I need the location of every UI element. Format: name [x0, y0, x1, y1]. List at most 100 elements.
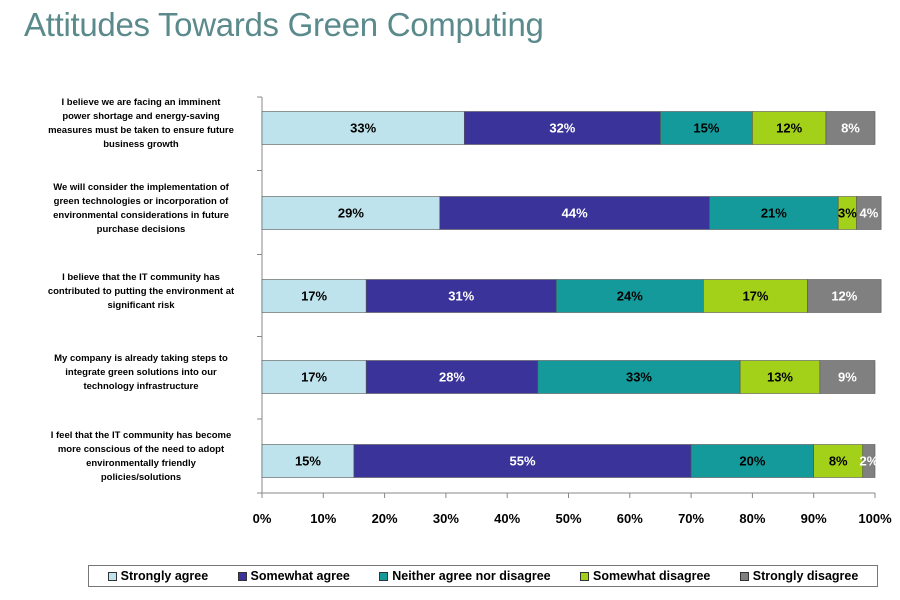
category-label-line: green technologies or incorporation of	[53, 196, 229, 207]
bar-segment	[261, 196, 441, 230]
bar-segment	[739, 360, 821, 394]
category-label: I feel that the IT community has become m…	[30, 429, 252, 485]
data-label: 12%	[776, 121, 802, 136]
category-label-line: more conscious of the need to adopt	[57, 444, 225, 455]
x-tick-label: 70%	[678, 511, 704, 526]
x-tick-label: 90%	[801, 511, 827, 526]
legend-label: Neither agree nor disagree	[392, 569, 551, 583]
category-label-line: environmental considerations in future	[53, 210, 229, 221]
data-label: 8%	[829, 454, 848, 469]
category-label: I believe that the IT community has contr…	[30, 271, 252, 313]
data-label: 2%	[859, 454, 878, 469]
data-label: 17%	[301, 370, 327, 385]
bar-segment	[819, 360, 876, 394]
bar-segment	[365, 360, 539, 394]
x-tick-label: 20%	[372, 511, 398, 526]
bar-segment	[813, 444, 864, 478]
category-label-line: purchase decisions	[96, 224, 186, 235]
bar-segment	[261, 360, 367, 394]
legend-swatch	[107, 571, 117, 581]
data-label: 17%	[742, 289, 768, 304]
bar-segment	[261, 111, 465, 145]
category-label-line: integrate green solutions into our	[65, 367, 217, 378]
data-label: 29%	[338, 206, 364, 221]
bar-segment	[555, 279, 704, 313]
x-tick-label: 10%	[310, 511, 336, 526]
category-label-line: business growth	[103, 139, 179, 150]
legend-swatch	[379, 571, 389, 581]
bar-segment	[807, 279, 882, 313]
legend-item: Somewhat agree	[237, 569, 350, 583]
legend-swatch	[739, 571, 749, 581]
category-label-line: I believe that the IT community has	[62, 272, 220, 283]
data-label: 55%	[510, 454, 536, 469]
x-tick-label: 50%	[555, 511, 581, 526]
legend-label: Strongly disagree	[752, 569, 859, 583]
x-tick-label: 100%	[858, 511, 892, 526]
data-label: 24%	[617, 289, 643, 304]
bar-segment	[261, 444, 355, 478]
bar-segment	[261, 279, 367, 313]
data-label: 15%	[295, 454, 321, 469]
legend-label: Strongly agree	[120, 569, 209, 583]
bar-segment	[709, 196, 839, 230]
data-label: 3%	[838, 206, 857, 221]
data-label: 21%	[761, 206, 787, 221]
legend-label: Somewhat disagree	[592, 569, 711, 583]
data-label: 32%	[549, 121, 575, 136]
data-label: 15%	[693, 121, 719, 136]
legend-swatch	[579, 571, 589, 581]
data-label: 9%	[838, 370, 857, 385]
bar-segment	[690, 444, 814, 478]
legend-item: Somewhat disagree	[579, 569, 711, 583]
bar-segment	[703, 279, 808, 313]
bar-segment	[353, 444, 692, 478]
category-label-line: policies/solutions	[100, 472, 182, 483]
x-tick-label: 0%	[253, 511, 272, 526]
legend-item: Strongly agree	[107, 569, 209, 583]
legend-swatch	[237, 571, 247, 581]
data-label: 13%	[767, 370, 793, 385]
category-label-line: environmentally friendly	[86, 458, 196, 469]
category-label-line: We will consider the implementation of	[53, 182, 229, 193]
bar-segment	[856, 196, 882, 230]
data-label: 44%	[562, 206, 588, 221]
data-label: 4%	[859, 206, 878, 221]
bar-segment	[365, 279, 557, 313]
category-label-line: technology infrastructure	[83, 381, 199, 392]
data-label: 20%	[739, 454, 765, 469]
legend: Strongly agree Somewhat agree Neither agre…	[88, 565, 878, 587]
legend-label: Somewhat agree	[250, 569, 350, 583]
category-label-line: measures must be taken to ensure future	[48, 125, 234, 136]
category-label-line: I believe we are facing an imminent	[61, 97, 221, 108]
category-label-line: significant risk	[107, 300, 175, 311]
data-label: 28%	[439, 370, 465, 385]
data-label: 33%	[350, 121, 376, 136]
category-label-line: I feel that the IT community has become	[50, 430, 232, 441]
category-label: I believe we are facing an imminent power…	[30, 96, 252, 152]
category-label: We will consider the implementation of gr…	[30, 181, 252, 237]
data-label: 8%	[841, 121, 860, 136]
chart-title: Attitudes Towards Green Computing	[24, 6, 544, 43]
bar-segment	[862, 444, 876, 478]
legend-item: Neither agree nor disagree	[379, 569, 551, 583]
bar-segment	[752, 111, 827, 145]
bar-segment	[660, 111, 753, 145]
bar-segment	[439, 196, 710, 230]
data-label: 17%	[301, 289, 327, 304]
x-tick-label: 40%	[494, 511, 520, 526]
category-label-line: contributed to putting the environment a…	[47, 286, 235, 297]
bar-segment	[463, 111, 661, 145]
legend-item: Strongly disagree	[739, 569, 859, 583]
data-label: 31%	[448, 289, 474, 304]
bar-segment	[537, 360, 741, 394]
x-tick-label: 30%	[433, 511, 459, 526]
x-tick-label: 80%	[739, 511, 765, 526]
category-label-line: power shortage and energy-saving	[62, 111, 220, 122]
category-label: My company is already taking steps to int…	[30, 352, 252, 394]
data-label: 33%	[626, 370, 652, 385]
x-tick-label: 60%	[617, 511, 643, 526]
category-label-line: My company is already taking steps to	[54, 353, 228, 364]
bar-segment	[825, 111, 876, 145]
